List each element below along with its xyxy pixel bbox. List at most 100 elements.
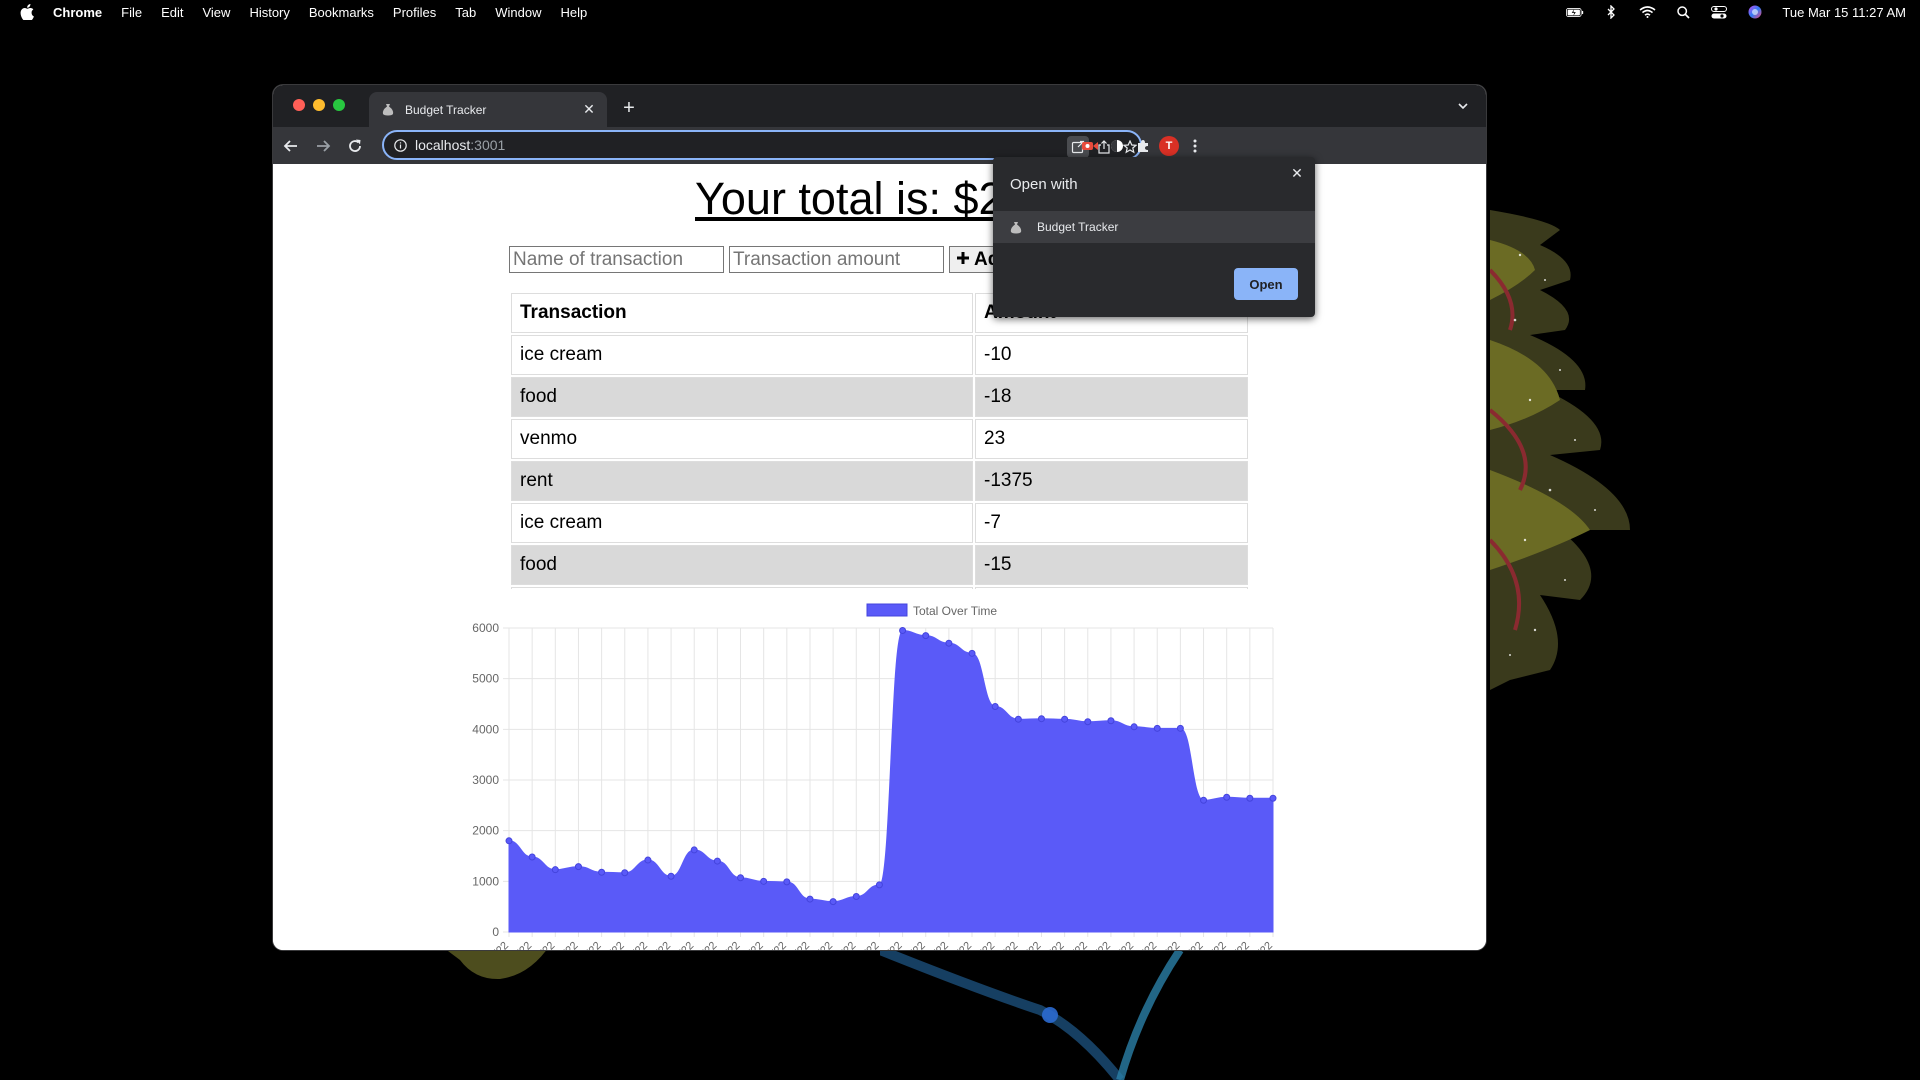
header-transaction: Transaction [511,293,973,333]
chart-data-point [621,869,629,877]
popup-app-name: Budget Tracker [1037,220,1119,234]
url-host: localhost [415,137,471,153]
table-row: food -18 [511,377,1248,417]
chart-data-point [922,632,930,640]
macos-menu-bar: Chrome File Edit View History Bookmarks … [0,0,1920,24]
chart-x-tick-label: /22 [561,940,580,950]
chart-data-point [1014,715,1022,723]
menu-tab[interactable]: Tab [455,4,477,20]
bookmark-star-icon[interactable] [1119,136,1141,158]
chart-data-point [1269,794,1277,802]
chart-data-point [968,649,976,657]
popup-close-icon[interactable]: ✕ [1291,165,1303,181]
chart-x-tick-label: /22 [677,940,696,950]
chart-x-tick-label: /22 [1001,940,1020,950]
chart-x-tick-label: /22 [1140,940,1159,950]
apple-icon[interactable] [19,4,35,20]
chart-x-tick-label: /22 [1071,940,1090,950]
total-over-time-chart: 0 1000 2000 3000 4000 5000 6000/22/22/22/22/22… [472,603,1277,950]
chart-x-tick-label: /22 [839,940,858,950]
siri-icon[interactable] [1746,5,1764,19]
forward-arrow-icon[interactable] [312,135,334,157]
share-icon[interactable] [1093,136,1115,158]
menu-edit[interactable]: Edit [161,4,184,20]
bluetooth-icon[interactable] [1602,5,1620,19]
window-minimize-button[interactable] [313,99,325,111]
battery-icon[interactable] [1566,5,1584,19]
chart-x-tick-label: /22 [654,940,673,950]
menu-profiles[interactable]: Profiles [392,4,437,20]
menu-file[interactable]: File [121,4,143,20]
transaction-name-cell: food [511,545,973,585]
back-arrow-icon[interactable] [280,135,302,157]
menu-help[interactable]: Help [560,4,588,20]
new-tab-button[interactable]: + [623,97,635,119]
chart-x-tick-label: /22 [1047,940,1066,950]
tab-close-icon[interactable]: ✕ [583,101,595,117]
wifi-icon[interactable] [1638,5,1656,19]
window-close-button[interactable] [293,99,305,111]
chart-x-tick-label: /22 [492,940,511,950]
contrast-extension-icon[interactable] [1106,135,1128,157]
popup-app-option[interactable]: Budget Tracker [993,211,1315,243]
chart-data-point [760,877,768,885]
transaction-name-input[interactable] [509,246,724,273]
chart-x-tick-label: /22 [1024,940,1043,950]
background-stem-image [880,950,1184,1080]
table-row: rent -1375 [511,461,1248,501]
background-leaf-image [1490,210,1630,690]
window-zoom-button[interactable] [333,99,345,111]
chart-data-point [713,857,721,865]
menu-bookmarks[interactable]: Bookmarks [308,4,374,20]
menu-app-name[interactable]: Chrome [53,4,103,20]
chart-x-tick-label: /22 [584,940,603,950]
chart-data-point [1037,715,1045,723]
url-text[interactable]: localhost:3001 [415,137,505,153]
money-bag-icon [1009,220,1023,234]
chart-x-tick-label: /22 [631,940,650,950]
menu-view[interactable]: View [202,4,231,20]
table-row [511,587,1248,589]
reload-icon[interactable] [344,135,366,157]
chart-data-point [1107,717,1115,725]
chart-x-tick-label: /22 [1233,940,1252,950]
chart-data-point [1223,793,1231,801]
table-row: ice cream -7 [511,503,1248,543]
chart-data-point [551,866,559,874]
chart-data-point [945,639,953,647]
site-info-icon[interactable] [393,138,407,152]
transaction-amount-input[interactable] [729,246,944,273]
chart-x-tick-label: /22 [1210,940,1229,950]
chart-data-point [1061,715,1069,723]
menu-window[interactable]: Window [495,4,542,20]
control-center-icon[interactable] [1710,5,1728,19]
menu-history[interactable]: History [249,4,290,20]
transaction-name-cell: food [511,377,973,417]
profile-avatar-button[interactable]: T [1158,135,1180,157]
open-button[interactable]: Open [1234,268,1298,300]
background-leaf-fragment [440,945,550,980]
transaction-form: Ad [509,246,1007,273]
chart-x-tick-label: /22 [1163,940,1182,950]
chart-data-point [598,868,606,876]
chart-data-point [737,874,745,882]
menubar-clock[interactable]: Tue Mar 15 11:27 AM [1782,4,1906,20]
chart-x-tick-label: /22 [1117,940,1136,950]
address-bar[interactable]: localhost:3001 [382,130,1142,160]
chart-x-tick-label: /22 [746,940,765,950]
more-menu-icon[interactable] [1184,135,1206,157]
chart-legend-swatch [866,603,908,617]
chart-x-tick-label: /22 [816,940,835,950]
spotlight-search-icon[interactable] [1674,5,1692,19]
tab-budget-tracker[interactable]: Budget Tracker ✕ [369,92,607,127]
video-extension-icon[interactable] [1079,135,1101,157]
chart-data-point [899,627,907,635]
transactions-table-container[interactable]: Transaction Amount ice cream-10 food-18 … [509,291,1250,589]
tab-search-chevron-icon[interactable] [1456,99,1472,115]
chart-y-tick-label: 6000 [472,621,499,635]
chart-x-tick-label: /22 [793,940,812,950]
extensions-puzzle-icon[interactable] [1132,135,1154,157]
chart-x-tick-label: /22 [538,940,557,950]
chart-x-tick-label: /22 [955,940,974,950]
transaction-name-cell: rent [511,461,973,501]
